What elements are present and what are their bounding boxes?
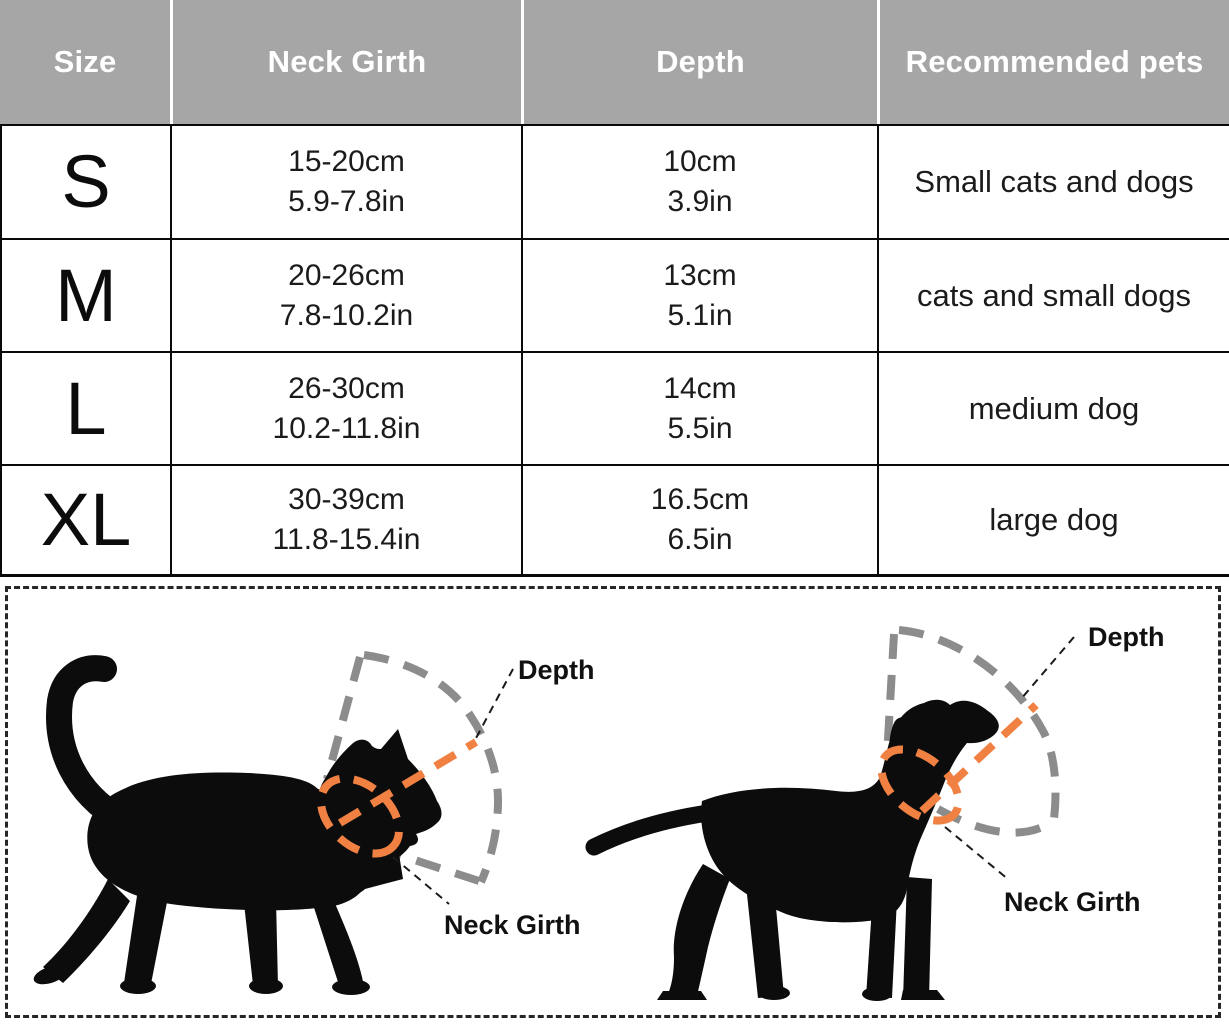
dog-neck-girth-label: Neck Girth: [1004, 887, 1141, 917]
col-header-size-label: Size: [53, 44, 117, 79]
measurement-diagram: Depth Neck Girth: [33, 622, 1165, 1001]
table-row-m-pets: cats and small dogs: [877, 238, 1229, 351]
pets-value: medium dog: [968, 390, 1140, 426]
depth-in: 6.5in: [667, 523, 733, 556]
dog-ear: [889, 717, 925, 780]
cat-cone-outer-arc: [363, 651, 503, 884]
pets-value: cats and small dogs: [917, 277, 1191, 313]
col-header-neck-girth-label: Neck Girth: [267, 44, 427, 79]
measurement-diagram-panel: Depth Neck Girth: [5, 586, 1221, 1018]
depth-in: 5.5in: [667, 411, 733, 445]
neck-girth-cm: 26-30cm: [288, 371, 405, 405]
cat-tail: [46, 655, 133, 832]
depth-in: 5.1in: [667, 298, 733, 332]
cat-rear-leg-back: [43, 879, 130, 983]
dog-front-leg-near: [903, 877, 932, 1000]
dog-cone-outer-arc: [898, 626, 1060, 820]
dog-depth-label: Depth: [1088, 622, 1165, 652]
dog-rear-paw-far: [758, 986, 790, 1000]
depth-cm: 16.5cm: [650, 483, 750, 516]
table-row-m-depth: 13cm 5.1in: [521, 238, 877, 351]
neck-girth-in: 7.8-10.2in: [279, 298, 414, 332]
col-header-neck-girth: Neck Girth: [170, 0, 521, 124]
dog-tail: [585, 804, 717, 856]
neck-girth-cm: 15-20cm: [288, 145, 405, 178]
table-row-m-size: M: [0, 238, 170, 351]
table-row-s-size: S: [0, 124, 170, 238]
cat-neck-girth-label: Neck Girth: [444, 910, 581, 940]
table-row-s-neck-girth: 15-20cm 5.9-7.8in: [170, 124, 521, 238]
depth-cm: 10cm: [663, 145, 737, 178]
dog-front-leg-far: [866, 877, 898, 998]
dog-neck-girth-ellipse-icon: [877, 745, 963, 825]
col-header-recommended-pets-label: Recommended pets: [905, 44, 1204, 79]
cat-silhouette-icon: [33, 655, 442, 995]
dog-silhouette-icon: [585, 699, 999, 1001]
neck-girth-in: 5.9-7.8in: [288, 185, 405, 218]
table-row-s-depth: 10cm 3.9in: [521, 124, 877, 238]
dog-depth-leader-line: [1020, 636, 1075, 700]
col-header-depth: Depth: [521, 0, 877, 124]
cat-cone-bottom-edge: [388, 848, 481, 885]
col-header-depth-label: Depth: [656, 44, 745, 79]
neck-girth-cm: 20-26cm: [288, 258, 405, 292]
size-value: M: [55, 253, 117, 337]
cat-torso: [87, 772, 371, 911]
size-chart-table: Size Neck Girth Depth Recommended pets S…: [0, 0, 1229, 577]
cat-rear-paw-back: [33, 965, 67, 985]
table-row-xl-pets: large dog: [877, 464, 1229, 577]
depth-cm: 13cm: [663, 258, 737, 292]
size-value: L: [65, 366, 107, 450]
table-row-l-depth: 14cm 5.5in: [521, 351, 877, 464]
depth-cm: 14cm: [663, 371, 737, 405]
cat-front-leg-forward: [308, 889, 364, 987]
size-value: XL: [40, 478, 132, 561]
cat-depth-label: Depth: [518, 655, 595, 685]
cat-measurements: [316, 738, 479, 858]
table-row-l-size: L: [0, 351, 170, 464]
dog-depth-line-icon: [919, 702, 1039, 814]
dog-rear-leg-near: [665, 864, 730, 1000]
neck-girth-in: 11.8-15.4in: [272, 523, 421, 556]
table-row-xl-size: XL: [0, 464, 170, 577]
table-row-m-neck-girth: 20-26cm 7.8-10.2in: [170, 238, 521, 351]
cat-depth-line-icon: [337, 738, 479, 827]
cat-front-paw-back: [249, 978, 283, 994]
table-row-l-pets: medium dog: [877, 351, 1229, 464]
cat-front-leg-back: [243, 894, 278, 987]
dog-front-paw-far: [862, 987, 892, 1001]
dog-neck-girth-leader-line: [944, 826, 1010, 881]
cat-rear-leg-near: [124, 889, 168, 989]
col-header-size: Size: [0, 0, 170, 124]
dog-cone-left-edge: [883, 633, 898, 758]
size-value: S: [61, 140, 111, 223]
dog-front-paw-near: [901, 990, 945, 1000]
neck-girth-in: 10.2-11.8in: [272, 411, 421, 445]
table-row-xl-depth: 16.5cm 6.5in: [521, 464, 877, 577]
cat-rear-paw-near: [120, 978, 156, 994]
cat-front-paw-forward: [332, 979, 370, 995]
table-row-l-neck-girth: 26-30cm 10.2-11.8in: [170, 351, 521, 464]
neck-girth-cm: 30-39cm: [288, 483, 405, 516]
cat-neck-girth-leader-line: [392, 856, 450, 905]
cat-neck-girth-ellipse-icon: [316, 774, 404, 858]
depth-in: 3.9in: [667, 185, 733, 218]
cat-cone-icon: [323, 651, 503, 885]
table-row-s-pets: Small cats and dogs: [877, 124, 1229, 238]
col-header-recommended-pets: Recommended pets: [877, 0, 1229, 124]
pets-value: large dog: [989, 502, 1119, 537]
dog-rear-paw-near: [657, 991, 707, 1000]
pets-value: Small cats and dogs: [914, 164, 1194, 199]
dog-measurements: [877, 702, 1039, 825]
dog-rear-leg-far: [746, 885, 784, 998]
table-row-xl-neck-girth: 30-39cm 11.8-15.4in: [170, 464, 521, 577]
cat-cone-left-edge: [323, 655, 364, 781]
